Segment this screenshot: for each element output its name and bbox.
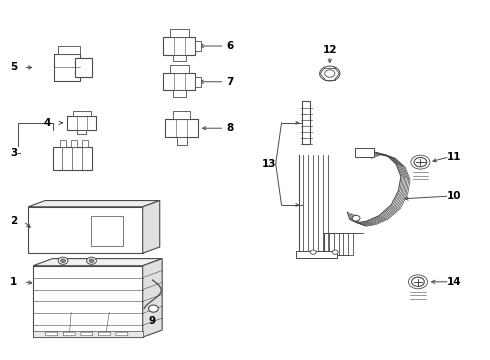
- FancyBboxPatch shape: [82, 140, 88, 147]
- FancyBboxPatch shape: [28, 207, 143, 253]
- FancyBboxPatch shape: [165, 119, 198, 138]
- Text: 4: 4: [44, 118, 51, 128]
- Polygon shape: [143, 258, 162, 337]
- Text: 3: 3: [10, 148, 17, 158]
- FancyBboxPatch shape: [163, 37, 195, 55]
- Polygon shape: [33, 258, 162, 266]
- Text: 6: 6: [227, 41, 234, 51]
- FancyBboxPatch shape: [60, 140, 66, 147]
- Circle shape: [310, 250, 316, 254]
- FancyBboxPatch shape: [296, 251, 337, 258]
- FancyBboxPatch shape: [77, 130, 86, 134]
- Text: 11: 11: [447, 152, 462, 162]
- Circle shape: [352, 215, 360, 221]
- Text: 14: 14: [447, 277, 462, 287]
- FancyBboxPatch shape: [73, 111, 91, 116]
- Circle shape: [332, 250, 338, 254]
- Circle shape: [319, 66, 340, 81]
- FancyBboxPatch shape: [81, 332, 93, 336]
- FancyBboxPatch shape: [116, 332, 128, 336]
- FancyBboxPatch shape: [75, 58, 93, 77]
- Circle shape: [409, 275, 427, 289]
- Text: 9: 9: [149, 316, 156, 326]
- FancyBboxPatch shape: [355, 148, 374, 157]
- Polygon shape: [28, 201, 160, 207]
- Circle shape: [61, 259, 66, 262]
- FancyBboxPatch shape: [173, 90, 186, 97]
- Polygon shape: [33, 266, 143, 337]
- Circle shape: [87, 257, 97, 264]
- Text: 12: 12: [322, 45, 337, 55]
- Text: 10: 10: [447, 191, 462, 201]
- Circle shape: [148, 305, 158, 312]
- FancyBboxPatch shape: [58, 46, 80, 54]
- FancyBboxPatch shape: [195, 77, 201, 87]
- FancyBboxPatch shape: [46, 332, 58, 336]
- FancyBboxPatch shape: [170, 29, 189, 37]
- FancyBboxPatch shape: [91, 216, 123, 246]
- FancyBboxPatch shape: [173, 111, 190, 119]
- FancyBboxPatch shape: [71, 140, 77, 147]
- Text: 2: 2: [10, 216, 17, 226]
- FancyBboxPatch shape: [177, 138, 187, 145]
- FancyBboxPatch shape: [195, 41, 201, 51]
- FancyBboxPatch shape: [67, 116, 97, 130]
- Text: 13: 13: [262, 159, 277, 169]
- FancyBboxPatch shape: [33, 331, 143, 337]
- Text: 5: 5: [10, 63, 17, 72]
- Circle shape: [325, 70, 335, 77]
- Text: 1: 1: [10, 277, 17, 287]
- FancyBboxPatch shape: [173, 55, 186, 62]
- Circle shape: [58, 257, 68, 264]
- Circle shape: [89, 259, 94, 262]
- Text: 8: 8: [227, 123, 234, 133]
- FancyBboxPatch shape: [54, 54, 80, 81]
- FancyBboxPatch shape: [302, 102, 310, 144]
- Circle shape: [411, 155, 430, 169]
- Circle shape: [412, 277, 424, 287]
- Polygon shape: [143, 201, 160, 253]
- FancyBboxPatch shape: [63, 332, 75, 336]
- FancyBboxPatch shape: [52, 147, 92, 170]
- FancyBboxPatch shape: [98, 332, 110, 336]
- Text: 7: 7: [227, 77, 234, 87]
- FancyBboxPatch shape: [163, 73, 195, 90]
- Circle shape: [414, 157, 427, 167]
- FancyBboxPatch shape: [170, 64, 189, 73]
